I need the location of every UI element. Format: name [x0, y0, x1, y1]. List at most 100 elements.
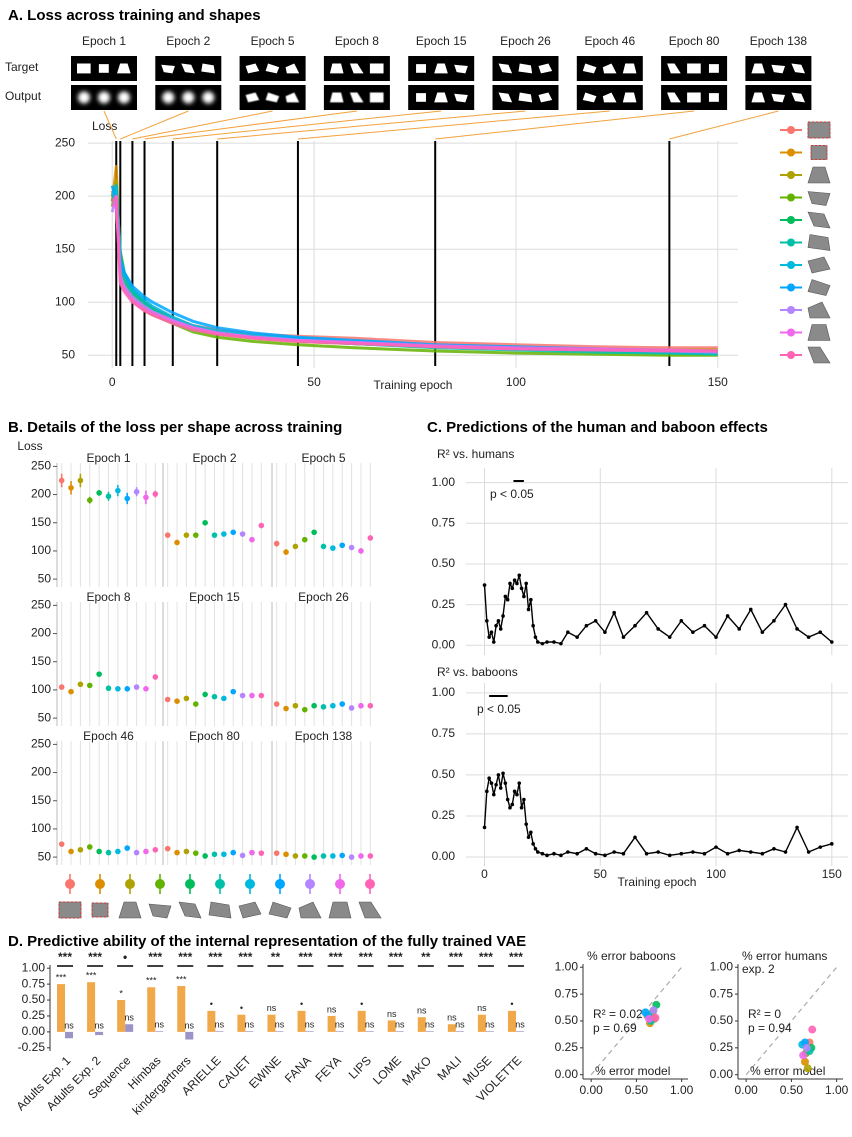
bar [245, 1031, 254, 1032]
data-point [283, 549, 289, 555]
data-point [803, 1064, 812, 1073]
data-point [174, 539, 180, 546]
snapshot-connector [297, 110, 610, 140]
bar-label: ns [447, 1013, 457, 1023]
data-point [164, 696, 171, 703]
bar [455, 1031, 464, 1032]
y-tick-label: 0.00 [432, 849, 456, 863]
data-point [496, 773, 501, 777]
shape-icon [807, 191, 831, 206]
data-point [311, 854, 317, 860]
data-point [348, 544, 355, 551]
bar-label: • [300, 999, 303, 1009]
annotation: p = 0.94 [748, 1021, 792, 1035]
target-shape [708, 64, 719, 73]
y-axis-label: exp. 2 [742, 962, 775, 976]
data-point [498, 627, 503, 631]
shape-icon [148, 903, 172, 919]
data-point [515, 581, 519, 586]
y-tick-label: 0.75 [432, 515, 456, 529]
data-point [645, 1014, 654, 1023]
shape-icon [91, 902, 109, 918]
data-point [339, 542, 346, 549]
data-point [517, 573, 522, 578]
y-tick-label: -0.25 [18, 1040, 46, 1054]
bar-label: ns [327, 1004, 337, 1014]
data-point [330, 545, 336, 551]
legend-dot [365, 879, 375, 889]
data-point [512, 789, 517, 794]
output-shape [285, 92, 300, 103]
data-point [529, 597, 533, 602]
data-point [330, 853, 336, 859]
bar-label: *** [146, 976, 157, 986]
identity-line [745, 966, 838, 1076]
data-point [501, 771, 505, 776]
data-point [522, 594, 526, 599]
data-point [760, 630, 765, 635]
snapshot-label: Epoch 15 [416, 34, 467, 48]
output-shape [434, 92, 448, 103]
y-tick-label: 0.00 [710, 1067, 734, 1081]
data-point [494, 623, 498, 628]
y-tick-label: 100 [31, 543, 51, 557]
target-shape [602, 63, 617, 74]
data-point [714, 635, 718, 639]
shape-icon [807, 279, 831, 296]
data-point [152, 846, 159, 853]
y-tick-label: 100 [55, 294, 75, 308]
bar [327, 1015, 336, 1032]
x-tick-label: 0.00 [734, 1083, 758, 1097]
annotation: p < 0.05 [490, 487, 534, 501]
significance-label: *** [299, 950, 313, 964]
data-point [593, 619, 598, 623]
data-point [612, 850, 616, 854]
output-shape [349, 92, 364, 103]
snapshot-label: Epoch 8 [335, 34, 379, 48]
data-point [603, 853, 607, 858]
data-point [806, 850, 811, 854]
data-point [239, 852, 246, 859]
y-tick-label: 100 [31, 821, 51, 835]
data-point [487, 776, 491, 780]
y-tick-label: 0.50 [22, 992, 46, 1006]
data-point [124, 686, 131, 692]
bar-label: ns [94, 1020, 104, 1030]
bar [275, 1031, 284, 1032]
y-tick-label: 1.00 [22, 960, 46, 974]
data-point [258, 522, 265, 529]
bar-label: ns [215, 1020, 225, 1030]
bar-label: *** [56, 972, 67, 982]
data-point [164, 845, 171, 852]
significance-label: ** [271, 950, 281, 964]
snapshot-label: Epoch 1 [82, 34, 126, 48]
output-blob [202, 91, 215, 104]
data-point [230, 688, 237, 695]
bar [477, 1014, 486, 1032]
snapshot-connector [435, 110, 695, 140]
shape-icon-outline [58, 901, 82, 919]
panel-title: D. Predictive ability of the internal re… [8, 933, 526, 950]
x-tick-label: 0.50 [780, 1083, 804, 1097]
data-point [702, 623, 707, 628]
data-point [679, 619, 684, 623]
panel-title: B. Details of the loss per shape across … [8, 419, 342, 436]
data-point [115, 487, 121, 494]
shape-icon [807, 121, 831, 139]
y-axis-label: % error baboons [587, 949, 676, 963]
data-point [211, 532, 218, 538]
target-shape [77, 63, 91, 74]
y-axis-label: Loss [17, 439, 42, 453]
y-tick-label: 200 [31, 765, 51, 779]
subtitle: R² vs. baboons [437, 665, 518, 679]
data-point [482, 583, 487, 587]
data-point [491, 640, 496, 644]
data-point [86, 682, 93, 689]
data-point [760, 851, 765, 856]
data-point [320, 853, 327, 859]
bar [117, 1000, 126, 1032]
data-point [566, 850, 570, 854]
bar-label: ns [154, 1020, 164, 1030]
data-point [258, 692, 265, 699]
output-blob [182, 91, 195, 104]
